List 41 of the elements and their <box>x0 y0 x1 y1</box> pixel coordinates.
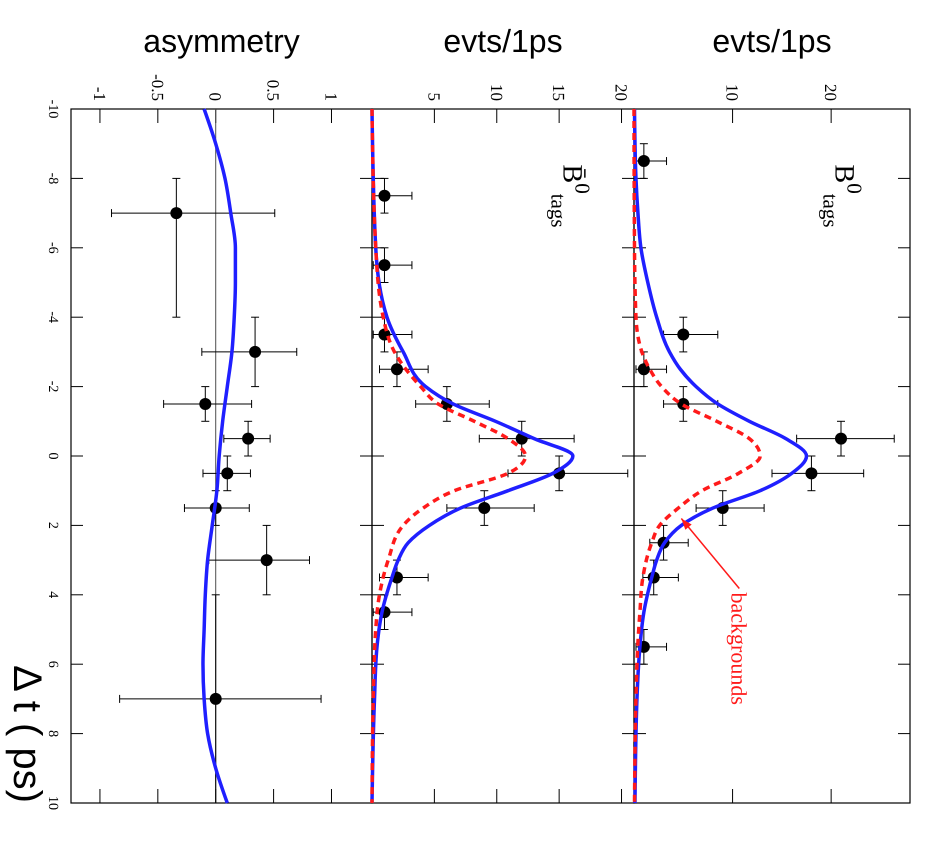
point <box>210 692 222 705</box>
point <box>835 432 847 445</box>
point <box>638 155 650 168</box>
y-tick-label: -4 <box>45 311 60 324</box>
point <box>478 502 490 514</box>
point <box>677 328 690 341</box>
line-series <box>201 107 238 805</box>
y-tick-label: 2 <box>45 522 60 529</box>
y-tick-label: -10 <box>45 100 60 118</box>
x-tick-label: 20 <box>821 84 840 101</box>
point <box>221 467 234 480</box>
point <box>638 363 650 376</box>
x-tick-label: -0.5 <box>148 74 167 101</box>
point <box>378 259 390 272</box>
annotation: backgrounds <box>726 592 752 705</box>
point <box>378 190 390 202</box>
point <box>249 346 262 358</box>
x-axis-title: evts/1ps <box>443 23 563 59</box>
x-axis-title: asymmetry <box>143 23 300 59</box>
x-tick-label: 0 <box>206 92 225 101</box>
x-tick-label: -1 <box>90 86 109 101</box>
point <box>260 554 273 566</box>
point <box>242 432 254 445</box>
point <box>199 398 212 410</box>
x-axis-title: evts/1ps <box>712 23 832 59</box>
x-tick-label: 1 <box>321 92 340 101</box>
y-tick-label: -8 <box>45 172 60 184</box>
y-tick-label: 0 <box>45 452 60 460</box>
x-tick-label: 10 <box>722 84 742 101</box>
y-tick-label: -6 <box>45 242 60 254</box>
y-tick-label: 4 <box>45 591 60 598</box>
x-tick-label: 5 <box>424 92 444 101</box>
x-tick-label: 0.5 <box>264 80 283 101</box>
point <box>390 363 403 376</box>
x-tick-label: 15 <box>549 84 568 101</box>
y-tick-label: 6 <box>45 660 60 668</box>
x-tick-label: 10 <box>486 84 506 101</box>
y-tick-label: -2 <box>45 380 60 392</box>
point <box>805 467 818 480</box>
point <box>170 207 182 220</box>
x-tick-label: 20 <box>612 84 631 101</box>
